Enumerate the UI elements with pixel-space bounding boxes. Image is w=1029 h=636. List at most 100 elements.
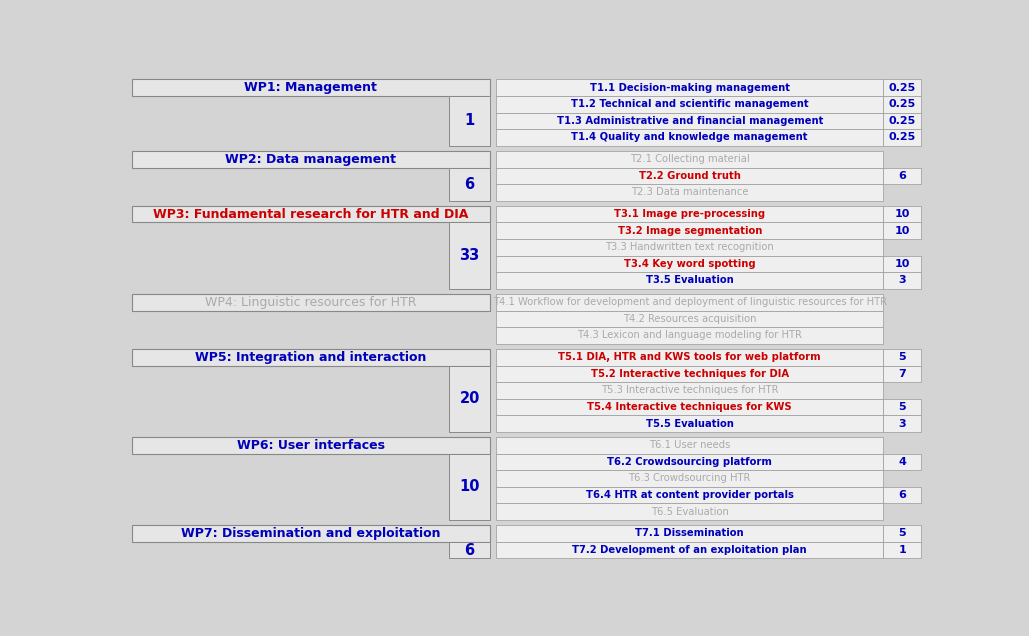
Text: 5: 5 bbox=[898, 529, 906, 539]
Text: WP3: Fundamental research for HTR and DIA: WP3: Fundamental research for HTR and DI… bbox=[153, 208, 468, 221]
Bar bbox=[496, 80, 884, 96]
Text: T1.2 Technical and scientific management: T1.2 Technical and scientific management bbox=[571, 99, 809, 109]
Text: 20: 20 bbox=[459, 391, 480, 406]
Bar bbox=[496, 239, 884, 256]
Bar bbox=[450, 167, 490, 200]
Bar bbox=[884, 542, 921, 558]
Bar bbox=[884, 453, 921, 470]
Text: 10: 10 bbox=[894, 209, 910, 219]
Bar bbox=[496, 96, 884, 113]
Bar bbox=[132, 349, 490, 366]
Text: T3.1 Image pre-processing: T3.1 Image pre-processing bbox=[614, 209, 766, 219]
Bar bbox=[496, 129, 884, 146]
Text: 0.25: 0.25 bbox=[888, 116, 916, 126]
Text: 6: 6 bbox=[898, 171, 906, 181]
Bar bbox=[884, 206, 921, 223]
Bar bbox=[884, 349, 921, 366]
Bar bbox=[132, 294, 490, 310]
Text: WP4: Linguistic resources for HTR: WP4: Linguistic resources for HTR bbox=[205, 296, 417, 309]
Bar bbox=[132, 80, 490, 96]
Text: T3.2 Image segmentation: T3.2 Image segmentation bbox=[617, 226, 761, 236]
Bar bbox=[496, 223, 884, 239]
Bar bbox=[884, 415, 921, 432]
Bar bbox=[496, 382, 884, 399]
Text: T2.3 Data maintenance: T2.3 Data maintenance bbox=[631, 188, 748, 197]
Text: 10: 10 bbox=[894, 226, 910, 236]
Bar bbox=[884, 525, 921, 542]
Text: 1: 1 bbox=[464, 113, 474, 128]
Bar bbox=[496, 415, 884, 432]
Text: T7.1 Dissemination: T7.1 Dissemination bbox=[636, 529, 744, 539]
Bar bbox=[496, 167, 884, 184]
Text: 10: 10 bbox=[894, 259, 910, 269]
Bar bbox=[884, 487, 921, 503]
Bar bbox=[496, 366, 884, 382]
Bar bbox=[884, 399, 921, 415]
Text: T6.3 Crowdsourcing HTR: T6.3 Crowdsourcing HTR bbox=[629, 473, 751, 483]
Text: T4.2 Resources acquisition: T4.2 Resources acquisition bbox=[623, 314, 756, 324]
Bar bbox=[132, 437, 490, 453]
Text: T4.3 Lexicon and language modeling for HTR: T4.3 Lexicon and language modeling for H… bbox=[577, 331, 803, 340]
Text: T3.5 Evaluation: T3.5 Evaluation bbox=[646, 275, 734, 286]
Text: T7.2 Development of an exploitation plan: T7.2 Development of an exploitation plan bbox=[572, 545, 807, 555]
Bar bbox=[496, 453, 884, 470]
Bar bbox=[496, 503, 884, 520]
Text: T3.4 Key word spotting: T3.4 Key word spotting bbox=[624, 259, 755, 269]
Bar bbox=[496, 327, 884, 343]
Text: T4.1 Workflow for development and deployment of linguistic resources for HTR: T4.1 Workflow for development and deploy… bbox=[493, 297, 887, 307]
Text: T5.5 Evaluation: T5.5 Evaluation bbox=[646, 418, 734, 429]
Text: WP6: User interfaces: WP6: User interfaces bbox=[237, 439, 385, 452]
Bar bbox=[884, 113, 921, 129]
Text: 3: 3 bbox=[898, 418, 906, 429]
Bar bbox=[884, 80, 921, 96]
Text: T1.1 Decision-making management: T1.1 Decision-making management bbox=[590, 83, 789, 93]
Text: 6: 6 bbox=[898, 490, 906, 500]
Bar bbox=[884, 256, 921, 272]
Bar bbox=[496, 151, 884, 167]
Text: T5.1 DIA, HTR and KWS tools for web platform: T5.1 DIA, HTR and KWS tools for web plat… bbox=[559, 352, 821, 363]
Bar bbox=[496, 206, 884, 223]
Text: WP1: Management: WP1: Management bbox=[244, 81, 378, 94]
Text: 6: 6 bbox=[464, 177, 474, 191]
Bar bbox=[496, 113, 884, 129]
Text: T6.5 Evaluation: T6.5 Evaluation bbox=[650, 507, 729, 516]
Text: 5: 5 bbox=[898, 352, 906, 363]
Bar bbox=[884, 223, 921, 239]
Bar bbox=[496, 399, 884, 415]
Text: 0.25: 0.25 bbox=[888, 132, 916, 142]
Text: 7: 7 bbox=[898, 369, 906, 379]
Bar bbox=[450, 542, 490, 558]
Bar bbox=[884, 96, 921, 113]
Bar bbox=[884, 167, 921, 184]
Text: 6: 6 bbox=[464, 543, 474, 558]
Text: WP2: Data management: WP2: Data management bbox=[225, 153, 396, 166]
Text: T5.3 Interactive techniques for HTR: T5.3 Interactive techniques for HTR bbox=[601, 385, 779, 396]
Bar bbox=[884, 366, 921, 382]
Bar bbox=[496, 272, 884, 289]
Text: WP7: Dissemination and exploitation: WP7: Dissemination and exploitation bbox=[181, 527, 440, 540]
Bar bbox=[450, 366, 490, 432]
Bar bbox=[450, 453, 490, 520]
Bar bbox=[884, 272, 921, 289]
Bar bbox=[496, 437, 884, 453]
Bar bbox=[496, 310, 884, 327]
Text: 33: 33 bbox=[460, 248, 480, 263]
Text: T6.1 User needs: T6.1 User needs bbox=[649, 440, 731, 450]
Text: 1: 1 bbox=[898, 545, 906, 555]
Bar bbox=[132, 206, 490, 223]
Bar bbox=[496, 294, 884, 310]
Bar bbox=[132, 151, 490, 167]
Text: 0.25: 0.25 bbox=[888, 83, 916, 93]
Text: T6.4 HTR at content provider portals: T6.4 HTR at content provider portals bbox=[586, 490, 793, 500]
Text: 5: 5 bbox=[898, 402, 906, 412]
Text: T3.3 Handwritten text recognition: T3.3 Handwritten text recognition bbox=[605, 242, 774, 252]
Text: WP5: Integration and interaction: WP5: Integration and interaction bbox=[196, 350, 426, 364]
Text: T2.1 Collecting material: T2.1 Collecting material bbox=[630, 154, 749, 164]
Text: 4: 4 bbox=[898, 457, 906, 467]
Text: T5.2 Interactive techniques for DIA: T5.2 Interactive techniques for DIA bbox=[591, 369, 789, 379]
Bar bbox=[496, 542, 884, 558]
Bar bbox=[132, 525, 490, 542]
Text: 3: 3 bbox=[898, 275, 906, 286]
Bar bbox=[450, 223, 490, 289]
Bar bbox=[884, 129, 921, 146]
